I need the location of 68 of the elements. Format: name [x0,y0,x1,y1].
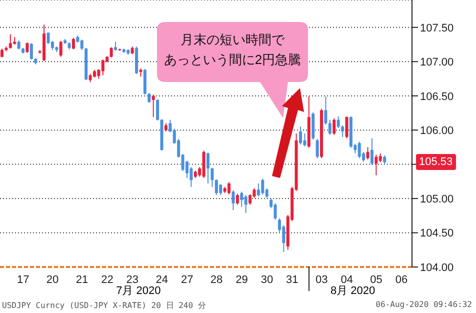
annotation: あっという間に2円急騰 [162,51,302,69]
candlestick [341,124,344,138]
text: 06-Aug-2020 09:46:32 [376,300,472,309]
candlestick [206,152,210,184]
candlestick [236,193,239,206]
candlestick [152,94,155,118]
candlestick [228,182,231,195]
candlestick [370,138,374,166]
candlestick [110,46,113,58]
y-tick-label: 104.00 [420,262,454,274]
annotation: 月末の短い時間で [180,31,286,49]
x-tick-label: 31 [286,274,298,286]
x-tick-label: 24 [156,274,168,286]
y-tick-label: 104.50 [420,228,454,240]
x-tick-label: 27 [180,274,194,286]
candlestick [143,68,146,95]
candlestick [210,167,214,188]
candlestick [232,190,235,211]
x-tick-label: 29 [236,274,248,286]
candlestick [26,42,29,54]
candlestick [80,39,84,50]
x-tick-label: 20 [46,274,59,286]
x-tick-label: 06 [395,274,408,286]
y-tick-label: 106.50 [420,90,454,103]
text: 8月 2020 [330,284,376,298]
y-tick-label: 107.50 [420,22,454,34]
candlestick [156,98,160,121]
candlestick [358,141,361,159]
text: 7月 2020 [116,284,161,298]
candlestick [240,191,244,208]
candlestick [8,34,12,50]
candlestick [248,194,252,206]
text: USDJPY Curncy (USD-JPY X-RATE) 20 日 240 分 [2,300,206,311]
x-tick-label: 04 [340,274,353,286]
candlestick [59,40,62,58]
x-tick-label: 03 [315,274,328,286]
candlestick [244,194,248,214]
x-tick-label: 23 [126,274,139,286]
candlestick [46,32,50,44]
candlestick [214,178,218,196]
candlestick [101,59,104,76]
candlestick [72,37,75,50]
x-tick-label: 21 [76,274,88,286]
text: 105.53 [416,154,456,170]
candlestick [298,126,302,145]
candlestick [303,133,306,148]
candlestick [274,202,277,220]
candlestick [256,182,260,197]
candlestick [148,92,151,104]
y-tick-label: 107.00 [420,56,454,69]
candlestick [261,178,264,195]
candlestick [374,154,378,176]
x-tick-label: 30 [260,274,274,286]
candlestick [332,118,336,136]
candlestick [219,184,222,196]
candlestick [366,146,370,160]
y-tick-label: 106.00 [420,124,454,137]
x-tick-label: 05 [370,274,382,286]
x-tick-label: 28 [210,274,223,286]
y-tick-label: 105.00 [420,193,454,206]
x-tick-label: 22 [101,274,114,286]
x-tick-label: 17 [16,274,30,286]
candlestick [345,116,348,139]
candlestick [328,119,332,136]
candlestick [30,42,33,60]
candlestick [324,96,328,126]
candlestick [336,116,340,129]
candlestick [316,138,319,159]
